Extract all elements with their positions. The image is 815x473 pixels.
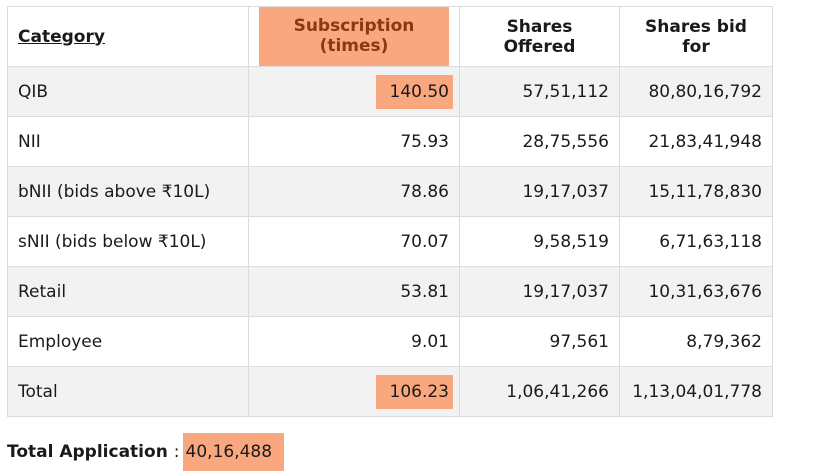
row-shares-bid: 8,79,362 [619, 316, 773, 367]
row-shares-offered: 19,17,037 [459, 166, 620, 217]
total-application-separator: : [173, 442, 180, 462]
table-row-total: Total 106.23 1,06,41,266 1,13,04,01,778 [7, 366, 773, 417]
row-subscription: 140.50 [248, 66, 460, 117]
row-shares-offered: 97,561 [459, 316, 620, 367]
row-shares-bid: 10,31,63,676 [619, 266, 773, 317]
row-shares-offered: 19,17,037 [459, 266, 620, 317]
row-subscription: 75.93 [248, 116, 460, 167]
row-shares-bid: 6,71,63,118 [619, 216, 773, 267]
table-row-retail: Retail 53.81 19,17,037 10,31,63,676 [7, 266, 773, 317]
table-row-employee: Employee 9.01 97,561 8,79,362 [7, 316, 773, 367]
row-subscription: 106.23 [248, 366, 460, 417]
row-shares-offered: 9,58,519 [459, 216, 620, 267]
header-shares-bid: Shares bid for [619, 6, 773, 67]
total-application: Total Application : 40,16,488 [7, 433, 285, 471]
header-category: Category [7, 6, 249, 67]
table-row-qib: QIB 140.50 57,51,112 80,80,16,792 [7, 66, 773, 117]
row-category: Employee [7, 316, 249, 367]
table-row-snii: sNII (bids below ₹10L) 70.07 9,58,519 6,… [7, 216, 773, 267]
row-shares-bid: 1,13,04,01,778 [619, 366, 773, 417]
row-shares-bid: 15,11,78,830 [619, 166, 773, 217]
row-shares-offered: 28,75,556 [459, 116, 620, 167]
row-shares-bid: 80,80,16,792 [619, 66, 773, 117]
header-subscription-label: Subscription (times) [259, 7, 449, 66]
row-shares-offered: 1,06,41,266 [459, 366, 620, 417]
row-subscription: 53.81 [248, 266, 460, 317]
row-category: NII [7, 116, 249, 167]
row-subscription: 78.86 [248, 166, 460, 217]
total-application-label: Total Application [7, 442, 168, 462]
total-application-value: 40,16,488 [182, 433, 285, 471]
table-row-nii: NII 75.93 28,75,556 21,83,41,948 [7, 116, 773, 167]
row-category: Total [7, 366, 249, 417]
row-category: QIB [7, 66, 249, 117]
row-subscription: 70.07 [248, 216, 460, 267]
row-subscription: 9.01 [248, 316, 460, 367]
table-row-bnii: bNII (bids above ₹10L) 78.86 19,17,037 1… [7, 166, 773, 217]
row-shares-offered: 57,51,112 [459, 66, 620, 117]
header-subscription: Subscription (times) [248, 6, 460, 67]
row-category: Retail [7, 266, 249, 317]
table-header-row: Category Subscription (times) Shares Off… [7, 6, 773, 67]
row-subscription-highlight: 106.23 [375, 374, 453, 409]
row-category: sNII (bids below ₹10L) [7, 216, 249, 267]
subscription-table: Category Subscription (times) Shares Off… [7, 6, 773, 417]
row-category: bNII (bids above ₹10L) [7, 166, 249, 217]
row-subscription-highlight: 140.50 [375, 74, 453, 109]
header-shares-offered: Shares Offered [459, 6, 620, 67]
row-shares-bid: 21,83,41,948 [619, 116, 773, 167]
